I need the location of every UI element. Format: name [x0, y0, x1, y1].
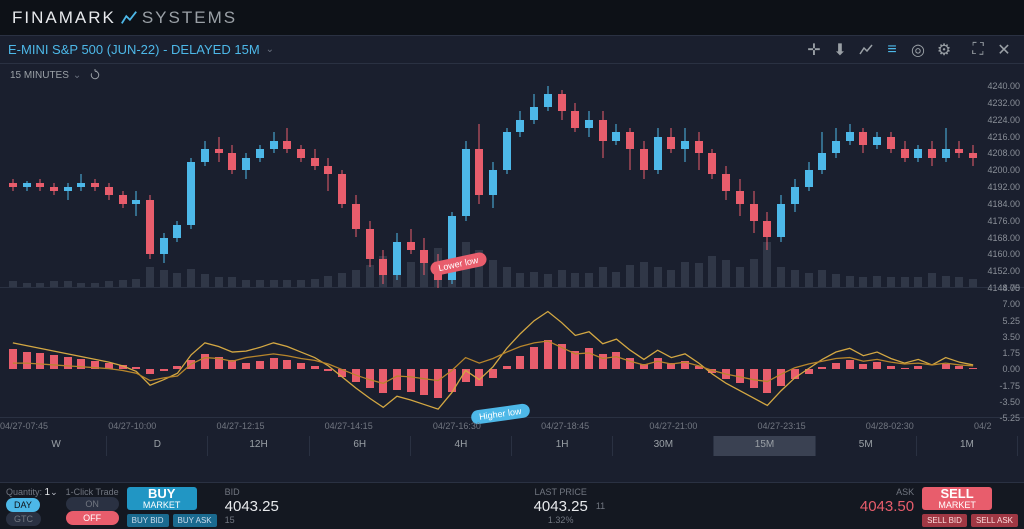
buy-label: BUY [148, 487, 175, 500]
instrument-bar: E-MINI S&P 500 (JUN-22) - DELAYED 15M ⌄ … [0, 36, 1024, 64]
buy-market-button[interactable]: BUY MARKET [127, 487, 197, 510]
time-tick: 04/27-12:15 [216, 421, 264, 431]
time-tick: 04/27-18:45 [541, 421, 589, 431]
tf-button-12h[interactable]: 12H [208, 436, 309, 456]
last-group: LAST PRICE 4043.25 1.32% [534, 487, 588, 525]
tf-button-15m[interactable]: 15M [714, 436, 815, 456]
ask-group: ASK 4043.50 [860, 487, 914, 525]
time-tick: 04/27-10:00 [108, 421, 156, 431]
tf-button-1h[interactable]: 1H [512, 436, 613, 456]
tf-button-1m[interactable]: 1M [917, 436, 1018, 456]
tf-button-30m[interactable]: 30M [613, 436, 714, 456]
buy-market-label: MARKET [143, 500, 181, 510]
sell-label: SELL [940, 487, 973, 500]
line-chart-icon[interactable] [858, 42, 874, 58]
oneclick-label: 1-Click Trade [66, 487, 119, 497]
chart-toolbar: ✛ ⬇ ≡ ◎ ⚙ ⛶ ✕ [806, 42, 1016, 58]
macd-chart[interactable]: 8.757.005.253.501.750.00-1.75-3.50-5.25 … [0, 288, 1024, 418]
last-price: 4043.25 [534, 498, 588, 515]
logo-text-2: SYSTEMS [142, 8, 237, 28]
last-label: LAST PRICE [535, 487, 587, 497]
sell-ask-button[interactable]: SELL ASK [971, 514, 1018, 527]
sell-market-label: MARKET [938, 500, 976, 510]
time-tick: 04/2 [974, 421, 992, 431]
time-tick: 04/27-21:00 [649, 421, 697, 431]
tf-button-6h[interactable]: 6H [310, 436, 411, 456]
time-tick: 04/27-07:45 [0, 421, 48, 431]
timeframe-row: 15 MINUTES ⌄ [0, 64, 1024, 86]
timeframe-label: 15 MINUTES [10, 70, 69, 81]
instrument-title: E-MINI S&P 500 (JUN-22) - DELAYED 15M [8, 42, 260, 57]
logo-text-1: FINAMARK [12, 8, 116, 28]
tif-day-button[interactable]: DAY [6, 498, 40, 512]
time-tick: 04/27-16:30 [433, 421, 481, 431]
tif-gtc-button[interactable]: GTC [6, 512, 41, 526]
app-header: FINAMARK SYSTEMS [0, 0, 1024, 36]
sell-bid-button[interactable]: SELL BID [922, 514, 967, 527]
oneclick-group: 1-Click Trade ON OFF [66, 487, 119, 525]
bid-group: BID 4043.25 15 [225, 487, 279, 525]
timeframe-selector[interactable]: 15 MINUTES ⌄ [10, 70, 81, 81]
refresh-icon[interactable] [89, 69, 101, 81]
chevron-down-icon: ⌄ [266, 44, 274, 55]
instrument-selector[interactable]: E-MINI S&P 500 (JUN-22) - DELAYED 15M ⌄ [8, 42, 274, 57]
tf-button-w[interactable]: W [6, 436, 107, 456]
oneclick-off[interactable]: OFF [66, 511, 119, 525]
ask-price: 4043.50 [860, 498, 914, 515]
last-sub: 11 [596, 501, 605, 511]
main-candlestick-chart[interactable]: 4240.004232.004224.004216.004208.004200.… [0, 86, 1024, 288]
tf-button-5m[interactable]: 5M [816, 436, 917, 456]
price-axis: 4240.004232.004224.004216.004208.004200.… [980, 86, 1024, 287]
oneclick-on[interactable]: ON [66, 497, 119, 511]
ask-label: ASK [896, 487, 914, 497]
download-icon[interactable]: ⬇ [832, 42, 848, 58]
timeframe-buttons: WD12H6H4H1H30M15M5M1M [0, 436, 1024, 456]
order-entry-bar: Quantity: 1⌄ DAY GTC 1-Click Trade ON OF… [0, 482, 1024, 529]
logo: FINAMARK SYSTEMS [12, 8, 237, 28]
indicator-icon[interactable]: ◎ [910, 42, 926, 58]
layers-icon[interactable]: ≡ [884, 42, 900, 58]
maximize-icon[interactable]: ⛶ [970, 42, 986, 58]
chart-container: 4240.004232.004224.004216.004208.004200.… [0, 86, 1024, 440]
crosshair-icon[interactable]: ✛ [806, 42, 822, 58]
buy-bid-button[interactable]: BUY BID [127, 514, 169, 527]
quantity-group: Quantity: 1⌄ DAY GTC [6, 487, 58, 525]
tf-button-4h[interactable]: 4H [411, 436, 512, 456]
logo-icon [120, 9, 138, 27]
time-tick: 04/28-02:30 [866, 421, 914, 431]
chevron-down-icon: ⌄ [73, 70, 81, 81]
change-pct: 1.32% [548, 515, 574, 525]
time-tick: 04/27-14:15 [325, 421, 373, 431]
last-sub-group: 11 [596, 487, 605, 525]
macd-axis: 8.757.005.253.501.750.00-1.75-3.50-5.25 [980, 288, 1024, 417]
time-axis: 04/27-07:45 04/27-10:00 04/27-12:15 04/27-1… [0, 418, 1024, 436]
buy-ask-button[interactable]: BUY ASK [173, 514, 217, 527]
time-tick: 04/27-23:15 [758, 421, 806, 431]
bid-price: 4043.25 [225, 498, 279, 515]
bid-sub: 15 [225, 515, 279, 525]
tf-button-d[interactable]: D [107, 436, 208, 456]
bid-label: BID [225, 487, 279, 497]
settings-icon[interactable]: ⚙ [936, 42, 952, 58]
quantity-label: Quantity: [6, 487, 42, 497]
sell-market-button[interactable]: SELL MARKET [922, 487, 992, 510]
quantity-value[interactable]: 1 [45, 487, 51, 498]
close-icon[interactable]: ✕ [996, 42, 1012, 58]
